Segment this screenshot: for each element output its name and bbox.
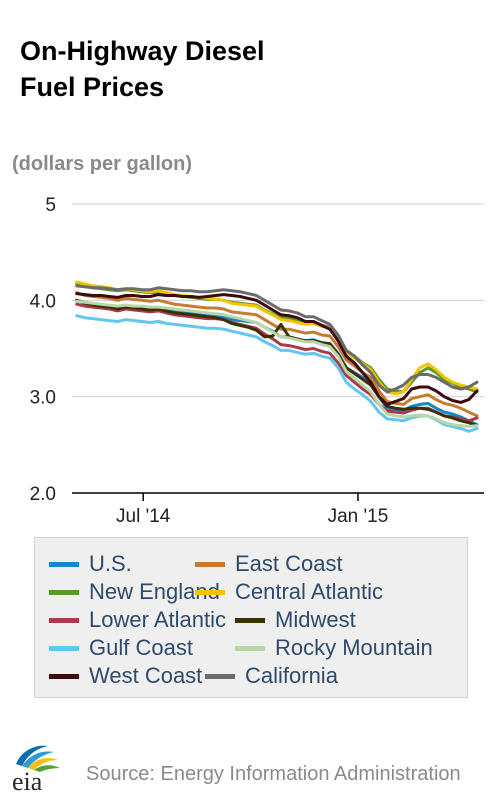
legend-item: Lower Atlantic [49, 606, 226, 634]
series-line-midwest [75, 298, 479, 428]
chart-title: On-Highway Diesel Fuel Prices [20, 33, 480, 105]
legend-item: Rocky Mountain [235, 634, 433, 662]
y-tick-label: 4.0 [30, 291, 56, 312]
y-tick-label: 2.0 [30, 484, 56, 505]
legend-label: Rocky Mountain [275, 635, 433, 660]
series-lines [75, 280, 479, 433]
eia-logo: eia [12, 745, 60, 794]
legend-swatch [49, 561, 79, 567]
legend-label: U.S. [89, 551, 132, 576]
legend-item: California [205, 662, 338, 690]
legend-swatch [235, 645, 265, 651]
series-line-east-coast [75, 291, 479, 418]
eia-logo-text: eia [12, 767, 43, 794]
legend-label: West Coast [89, 663, 203, 688]
legend-item: East Coast [195, 550, 343, 578]
legend-label: Gulf Coast [89, 635, 193, 660]
x-axis: Jul '14 Jan '15 [72, 492, 484, 527]
y-axis-tick-labels: 5 4.0 3.0 2.0 [30, 195, 56, 505]
x-tick-label: Jul '14 [116, 506, 171, 527]
series-line-west-coast [75, 292, 479, 406]
legend-item: U.S. [49, 550, 132, 578]
source-note: Source: Energy Information Administratio… [86, 763, 461, 785]
y-tick-label: 5 [45, 195, 56, 216]
legend-swatch [49, 645, 79, 651]
legend-item: Central Atlantic [195, 578, 383, 606]
legend: U.S. East Coast New England Central Atlanti… [34, 537, 468, 698]
legend-swatch [195, 561, 225, 567]
legend-swatch [49, 589, 79, 595]
y-tick-label: 3.0 [30, 388, 56, 409]
x-tick-label: Jan '15 [328, 506, 389, 527]
series-line-lower-atlantic [75, 302, 479, 423]
line-chart: 5 4.0 3.0 2.0 Jul '14 Jan '15 [30, 195, 484, 527]
legend-label: East Coast [235, 551, 343, 576]
legend-swatch [205, 673, 235, 679]
legend-item: West Coast [49, 662, 202, 690]
legend-swatch [195, 589, 225, 595]
series-line-california [75, 284, 479, 394]
legend-swatch [49, 617, 79, 623]
legend-label: Lower Atlantic [89, 607, 226, 632]
legend-item: Gulf Coast [49, 634, 193, 662]
legend-label: Central Atlantic [235, 579, 383, 604]
series-line-rocky-mountain [75, 299, 479, 428]
legend-swatch [235, 617, 265, 623]
unit-label: (dollars per gallon) [12, 153, 193, 175]
chart-title-line-2: Fuel Prices [20, 72, 165, 102]
series-line-gulf-coast [75, 314, 479, 433]
chart-title-line-1: On-Highway Diesel [20, 36, 265, 66]
legend-swatch [49, 673, 79, 679]
legend-label: Midwest [275, 607, 356, 632]
legend-label: California [245, 663, 338, 688]
legend-item: Midwest [235, 606, 356, 634]
